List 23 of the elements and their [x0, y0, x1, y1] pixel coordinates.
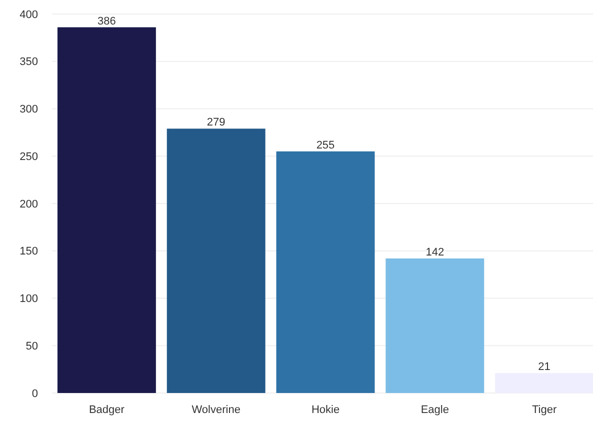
y-tick-label: 350 — [20, 56, 38, 68]
x-tick-label: Hokie — [311, 404, 340, 416]
x-tick-label: Tiger — [532, 404, 557, 416]
x-tick-label: Wolverine — [192, 404, 240, 416]
bar — [386, 258, 484, 393]
data-label: 142 — [426, 246, 444, 258]
data-label: 21 — [538, 361, 550, 374]
bar — [276, 151, 375, 393]
y-tick-label: 300 — [20, 104, 38, 116]
y-tick-label: 150 — [20, 246, 38, 258]
data-label: 255 — [316, 139, 335, 152]
y-tick-label: 200 — [20, 198, 38, 210]
data-label: 386 — [98, 15, 116, 28]
bar — [166, 128, 266, 393]
y-tick-label: 50 — [26, 340, 38, 352]
y-tick-label: 100 — [20, 293, 38, 306]
y-tick-label: 400 — [20, 8, 38, 21]
data-label: 279 — [206, 116, 226, 129]
x-tick-label: Eagle — [420, 404, 449, 416]
y-tick-label: 0 — [32, 388, 38, 400]
bar — [57, 27, 156, 393]
x-tick-label: Badger — [88, 404, 125, 416]
y-tick-label: 250 — [20, 150, 38, 163]
